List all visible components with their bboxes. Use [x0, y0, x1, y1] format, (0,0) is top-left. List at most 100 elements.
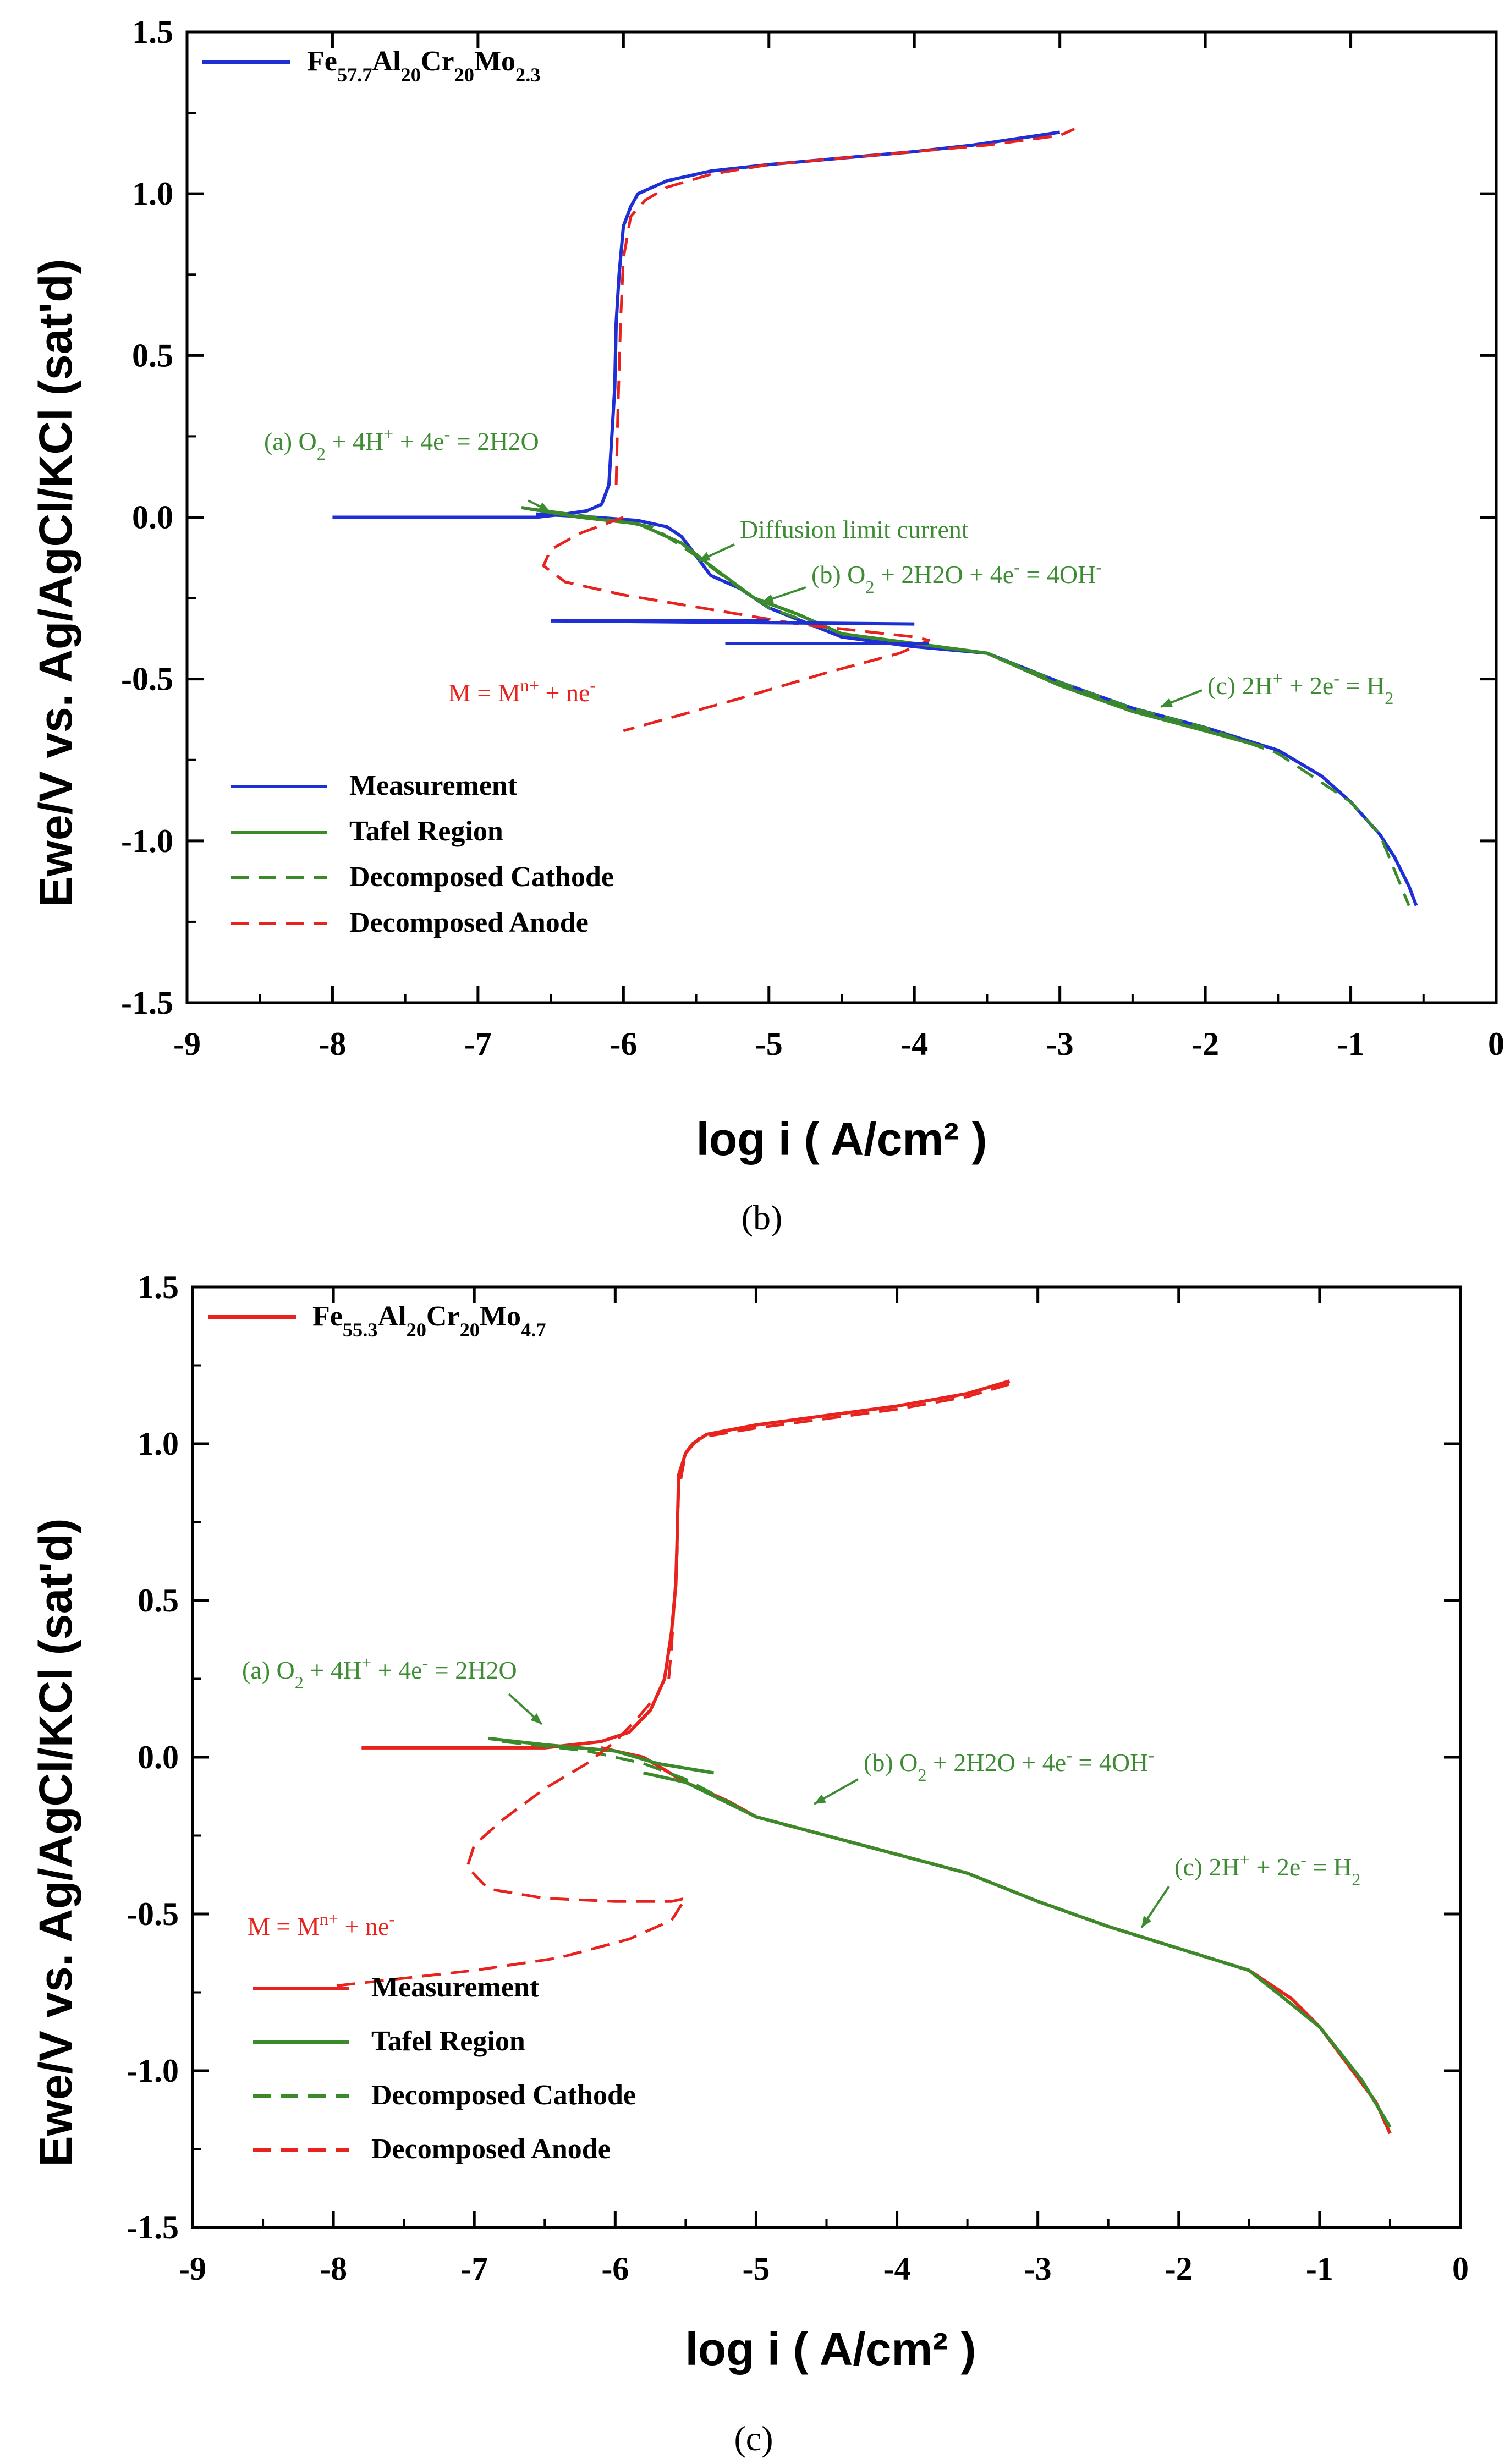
- annotation-b: (b) O2 + 2H2O + 4e- = 4OH-: [864, 1745, 1154, 1785]
- x-tick-label: -7: [464, 1026, 492, 1062]
- x-tick-label: -1: [1337, 1026, 1365, 1062]
- formula-part: Cr: [421, 46, 454, 77]
- series-line-decomposed-anode: [542, 516, 931, 733]
- text-span: +: [1273, 668, 1283, 688]
- y-tick-label: 0.0: [132, 499, 173, 536]
- x-tick-label: -3: [1046, 1026, 1074, 1062]
- figure-caption: (b): [742, 1198, 783, 1237]
- y-axis-label: Ewe/V vs. Ag/AgCl/KCl (sat'd): [30, 258, 81, 907]
- y-axis-label: Ewe/V vs. Ag/AgCl/KCl (sat'd): [30, 1518, 81, 2166]
- x-tick-label: -7: [460, 2251, 488, 2287]
- formula-part: 55.3: [343, 1319, 378, 1341]
- y-tick-label: 1.5: [132, 14, 173, 50]
- x-tick-label: -8: [319, 1026, 346, 1062]
- x-tick-label: -5: [742, 2251, 770, 2287]
- series-line-decomposed-cathode: [521, 506, 1410, 906]
- formula-part: Fe: [312, 1301, 343, 1332]
- annotation-m: M = Mn+ + ne-: [448, 675, 596, 707]
- text-span: -: [1148, 1745, 1154, 1765]
- text-span: (c) 2H: [1207, 672, 1273, 700]
- y-tick-label: -1.5: [127, 2209, 179, 2246]
- x-tick-label: 0: [1452, 2251, 1469, 2287]
- chart-c: -9 -8 -7 -6 -5 -4 -3 -2 -1 01.51.00.50.0-0.5-1.0-…: [30, 1269, 1469, 2458]
- text-span: + 4e: [371, 1656, 422, 1684]
- legend-label: Decomposed Cathode: [371, 2080, 636, 2111]
- annotation-arrowhead: [814, 1794, 826, 1804]
- x-tick-label: -6: [601, 2251, 629, 2287]
- annotation-c: (c) 2H+ + 2e- = H2: [1174, 1850, 1360, 1889]
- formula-part: 20: [401, 64, 421, 86]
- text-span: 2: [1385, 688, 1393, 708]
- text-span: +: [361, 1653, 371, 1673]
- x-tick-label: -2: [1191, 1026, 1219, 1062]
- series-line-measurement-cathodic-branch-: [601, 1746, 1392, 2135]
- text-span: + 2e: [1283, 672, 1333, 700]
- formula-part: Cr: [426, 1301, 460, 1332]
- series-line-tafel-region: [488, 1736, 715, 1775]
- formula-part: Mo: [480, 1301, 521, 1332]
- text-span: M = M: [248, 1912, 320, 1940]
- text-span: -: [1096, 557, 1102, 577]
- text-span: -: [1066, 1745, 1072, 1765]
- series-group: [333, 1379, 1392, 2135]
- series-line-decomposed-cathode: [502, 1740, 1392, 2128]
- text-span: -: [590, 675, 596, 695]
- formula-part: 57.7: [337, 64, 372, 86]
- text-span: -: [389, 1909, 395, 1929]
- series-line-decomposed-anode-passive-: [614, 128, 1075, 485]
- text-span: +: [1240, 1850, 1250, 1869]
- y-tick-label: 1.0: [132, 175, 173, 212]
- text-span: 2: [295, 1673, 304, 1692]
- text-span: -: [444, 424, 451, 444]
- annotation-arrowhead: [1141, 1916, 1152, 1928]
- text-span: + 2e: [1250, 1853, 1300, 1881]
- legend-label: Measurement: [371, 1972, 540, 2003]
- text-span: 2: [317, 444, 326, 464]
- y-tick-label: -0.5: [127, 1896, 179, 1932]
- x-tick-label: -9: [179, 2251, 206, 2287]
- text-span: M = M: [448, 679, 520, 707]
- text-span: (b) O: [864, 1748, 918, 1777]
- annotation-arrowhead: [530, 1713, 542, 1724]
- text-span: 2: [1352, 1869, 1360, 1889]
- annotation-diffusion: Diffusion limit current: [740, 515, 969, 543]
- text-span: + ne: [338, 1912, 389, 1940]
- y-tick-label: 1.5: [138, 1269, 179, 1305]
- annotation-m: M = Mn+ + ne-: [248, 1909, 395, 1940]
- x-tick-label: -5: [755, 1026, 783, 1062]
- text-span: = 4OH: [1020, 560, 1096, 588]
- series-line-measurement: [361, 1379, 1011, 1750]
- x-tick-label: -8: [320, 2251, 347, 2287]
- annotation-a: (a) O2 + 4H+ + 4e- = 2H2O: [264, 424, 539, 464]
- text-span: 2: [918, 1765, 926, 1785]
- text-span: + 4e: [393, 427, 444, 455]
- x-tick-label: -9: [173, 1026, 201, 1062]
- text-span: = H: [1339, 672, 1385, 700]
- x-tick-label: -6: [610, 1026, 637, 1062]
- y-tick-label: 0.5: [132, 337, 173, 373]
- series-line-tafel-region-cathodic-: [643, 1771, 1392, 2128]
- y-tick-label: -1.0: [121, 823, 173, 859]
- text-span: + 4H: [304, 1656, 361, 1684]
- formula-part: 20: [460, 1319, 480, 1341]
- text-span: 2: [865, 577, 874, 597]
- y-tick-label: 1.0: [138, 1426, 179, 1462]
- text-span: -: [422, 1653, 429, 1673]
- formula-part: Mo: [474, 46, 515, 77]
- x-axis-label: log i ( A/cm² ): [685, 2323, 976, 2375]
- formula-part: 2.3: [515, 64, 541, 86]
- series-line-tafel-region: [521, 505, 1264, 749]
- legend-label: Decomposed Anode: [371, 2133, 611, 2165]
- text-span: + 2H2O + 4e: [874, 560, 1014, 588]
- annotation-arrowhead: [538, 502, 550, 512]
- text-span: = 2H2O: [450, 427, 539, 455]
- legend-label: Decomposed Cathode: [349, 861, 614, 893]
- series-line-measurement: [332, 130, 1061, 519]
- legend-label: Tafel Region: [349, 816, 503, 847]
- text-span: -: [1333, 668, 1339, 688]
- annotation-arrowhead: [699, 552, 711, 561]
- formula-part: Al: [378, 1301, 407, 1332]
- legend-label: Tafel Region: [371, 2026, 525, 2057]
- annotation-c: (c) 2H+ + 2e- = H2: [1207, 668, 1393, 708]
